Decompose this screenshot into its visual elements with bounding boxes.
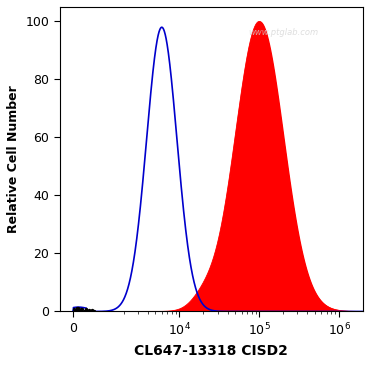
Point (83, 307, 89, 313)
Point (90, 308, 96, 314)
Point (91, 308, 97, 314)
X-axis label: CL647-13318 CISD2: CL647-13318 CISD2 (134, 344, 288, 358)
Point (71, 307, 77, 312)
Point (86, 308, 92, 314)
Point (80, 306, 85, 312)
Point (77, 307, 83, 313)
Point (85, 308, 91, 314)
Point (74, 307, 80, 313)
Point (74, 306, 80, 312)
Point (81, 308, 87, 314)
Point (88, 307, 94, 312)
Point (75, 305, 81, 311)
Point (83, 307, 89, 312)
Y-axis label: Relative Cell Number: Relative Cell Number (7, 85, 20, 233)
Point (88, 308, 94, 314)
Point (77, 307, 83, 313)
Point (72, 308, 78, 314)
Text: www.ptglab.com: www.ptglab.com (248, 28, 318, 37)
Point (74, 306, 80, 312)
Point (74, 305, 80, 311)
Point (78, 307, 84, 312)
